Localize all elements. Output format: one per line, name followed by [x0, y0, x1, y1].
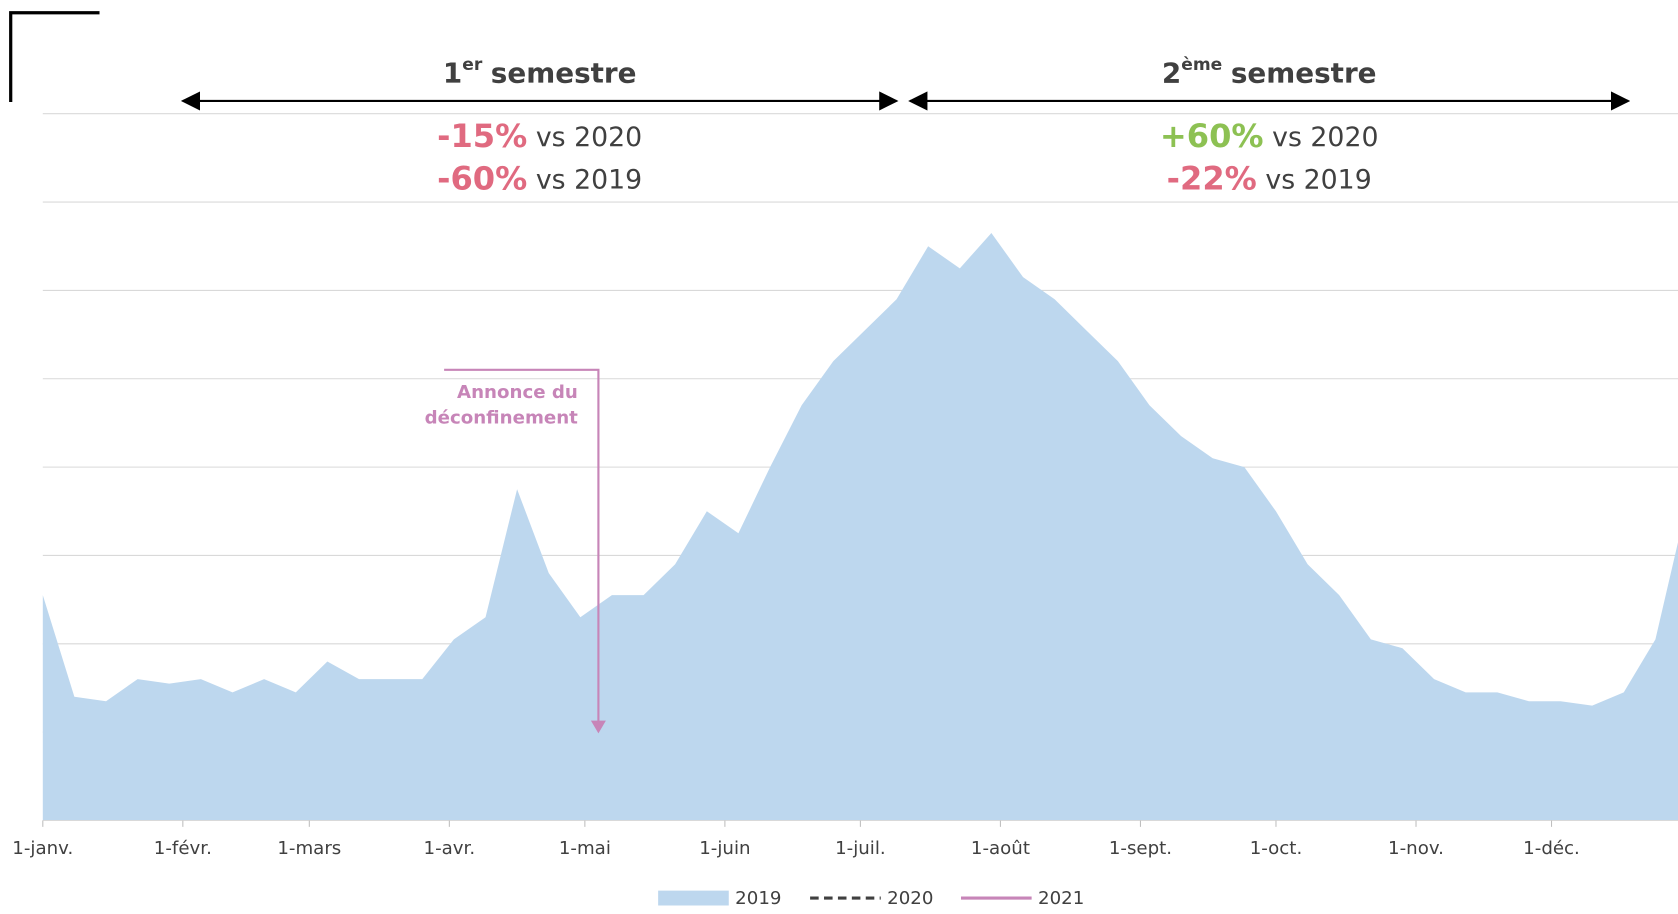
- stat-change: -22%: [1167, 160, 1257, 198]
- x-tick-label: 1-déc.: [1523, 838, 1580, 859]
- semester-word: semestre: [491, 56, 637, 89]
- annotation-text: déconfinement: [425, 408, 579, 429]
- annotation-leader: [444, 368, 600, 726]
- semester-word: semestre: [1231, 56, 1377, 89]
- legend-label: 2021: [1038, 888, 1084, 909]
- x-tick-label: 1-janv.: [12, 838, 73, 859]
- x-tick-label: 1-août: [971, 838, 1030, 859]
- x-tick-label: 1-oct.: [1250, 838, 1303, 859]
- x-tick-label: 1-sept.: [1109, 838, 1172, 859]
- annotation-arrowhead: [590, 720, 606, 734]
- x-tick-label: 1-nov.: [1388, 838, 1444, 859]
- x-tick-label: 1-avr.: [424, 838, 476, 859]
- stat-vs: vs 2020: [536, 122, 642, 153]
- stat-change: +60%: [1160, 117, 1264, 155]
- stat-vs: vs 2019: [1265, 164, 1371, 195]
- semester-sup: er: [462, 55, 483, 75]
- stat-change: -60%: [437, 160, 527, 198]
- stat-vs: vs 2019: [536, 164, 642, 195]
- x-tick-label: 1-juin: [699, 838, 750, 859]
- semester-stat: -60% vs 2019: [437, 160, 642, 198]
- semester-stat: -22% vs 2019: [1167, 160, 1372, 198]
- x-tick-label: 1-mai: [559, 838, 611, 859]
- semester-stat: -15% vs 2020: [437, 117, 642, 155]
- semester-number: 2: [1162, 56, 1181, 89]
- semester-title: 2ème semestre: [1162, 55, 1377, 89]
- stat-vs: vs 2020: [1272, 122, 1378, 153]
- legend-label: 2019: [735, 888, 781, 909]
- legend-label: 2020: [887, 888, 933, 909]
- x-tick-label: 1-juil.: [835, 838, 886, 859]
- semester-title: 1er semestre: [443, 55, 637, 89]
- semester-number: 1: [443, 56, 462, 89]
- stat-change: -15%: [437, 117, 527, 155]
- x-tick-label: 1-févr.: [154, 838, 212, 859]
- semester-sup: ème: [1181, 55, 1222, 75]
- semester-stat: +60% vs 2020: [1160, 117, 1379, 155]
- legend-swatch: [658, 890, 729, 906]
- area: [42, 232, 1678, 821]
- corner-bracket: [9, 11, 100, 103]
- annotation-text: Annonce du: [457, 382, 578, 403]
- x-tick-label: 1-mars: [277, 838, 341, 859]
